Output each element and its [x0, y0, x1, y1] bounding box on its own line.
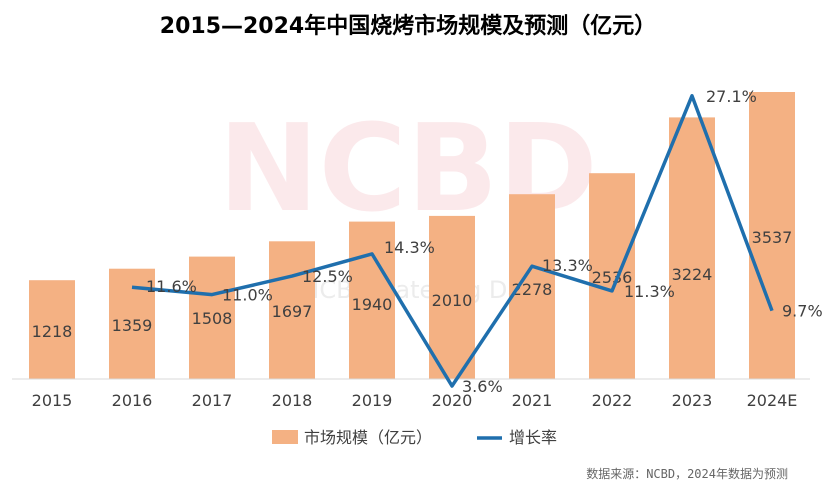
rate-label-2017: 11.0% [222, 286, 273, 305]
bar-label-2015: 1218 [32, 322, 73, 341]
rate-label-2020: 3.6% [462, 377, 503, 396]
rate-label-2019: 14.3% [384, 238, 435, 257]
bar-2015 [29, 280, 75, 379]
x-tick-2018: 2018 [272, 391, 313, 410]
watermark: NCBD 宝 NCBD Catering Data [218, 100, 598, 304]
x-tick-2015: 2015 [32, 391, 73, 410]
legend-label-line: 增长率 [509, 428, 557, 447]
rate-label-2018: 12.5% [302, 267, 353, 286]
x-tick-labels: 2015 2016 2017 2018 2019 2020 2021 2022 2023 2024… [32, 391, 798, 410]
bar-label-2020: 2010 [432, 291, 473, 310]
rate-label-2021: 13.3% [542, 256, 593, 275]
bar-2023 [669, 117, 715, 380]
bar-2017 [189, 256, 235, 379]
x-tick-2024E: 2024E [747, 391, 798, 410]
bar-2020 [429, 215, 475, 379]
bar-2024E [749, 92, 795, 379]
rate-label-2023: 27.1% [706, 87, 757, 106]
bar-label-2022: 2536 [592, 268, 633, 287]
rate-label-2024E: 9.7% [782, 302, 823, 321]
x-tick-2017: 2017 [192, 391, 233, 410]
legend: 市场规模（亿元） 增长率 [272, 428, 557, 447]
bar-2018 [269, 241, 315, 379]
x-tick-2016: 2016 [112, 391, 153, 410]
legend-label-bar: 市场规模（亿元） [304, 428, 432, 447]
bar-label-2016: 1359 [112, 316, 153, 335]
bar-label-2018: 1697 [272, 302, 313, 321]
growth-rate-line [131, 94, 774, 388]
source-note: 数据来源：NCBD，2024年数据为预测 [586, 466, 788, 481]
bar-label-2019: 1940 [352, 295, 393, 314]
bar-2019 [349, 221, 395, 379]
x-tick-2019: 2019 [352, 391, 393, 410]
chart-title: 2015—2024年中国烧烤市场规模及预测（亿元） [160, 13, 656, 39]
bar-label-2021: 2278 [512, 280, 553, 299]
rate-label-2016: 11.6% [146, 277, 197, 296]
x-tick-2022: 2022 [592, 391, 633, 410]
bar-label-2023: 3224 [672, 265, 713, 284]
bar-series: 1218 1359 1508 1697 1940 2010 2278 2536 3224 3537 [29, 92, 795, 380]
bar-2022 [589, 173, 635, 379]
watermark-subtext: 宝 NCBD Catering Data [270, 276, 546, 304]
x-tick-2020: 2020 [432, 391, 473, 410]
legend-swatch-bar [272, 430, 298, 444]
bar-label-2017: 1508 [192, 309, 233, 328]
line-series: 11.6% 11.0% 12.5% 14.3% 3.6% 13.3% 11.3% 27.1% 9… [131, 87, 823, 396]
rate-label-2022: 11.3% [624, 282, 675, 301]
bar-label-2024E: 3537 [752, 228, 793, 247]
x-tick-2023: 2023 [672, 391, 713, 410]
x-tick-2021: 2021 [512, 391, 553, 410]
